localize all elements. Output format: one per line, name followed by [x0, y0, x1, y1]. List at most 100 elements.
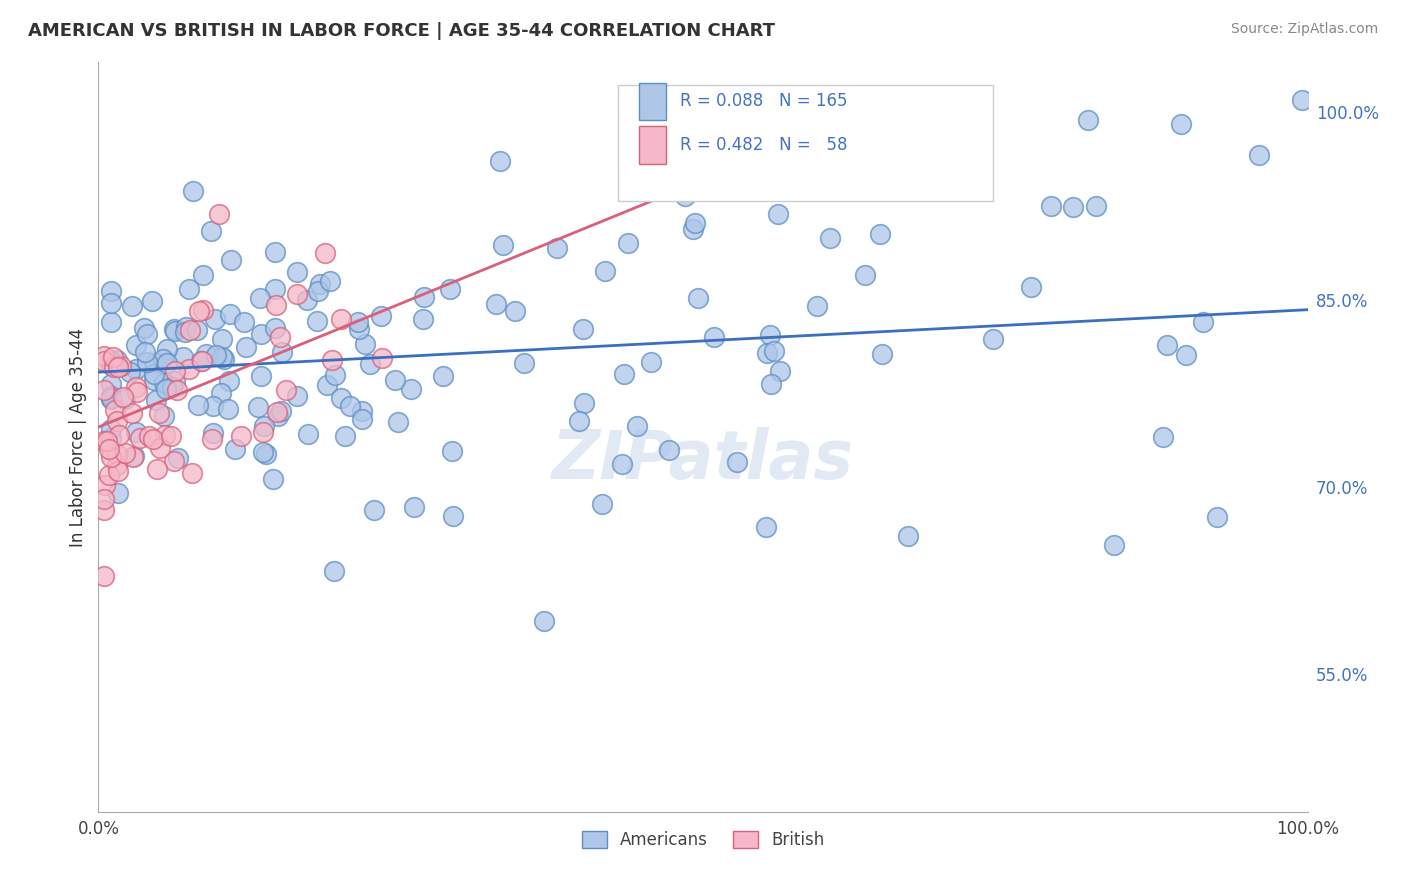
Point	[252, 425, 274, 440]
Point	[134, 321, 156, 335]
Y-axis label: In Labor Force | Age 35-44: In Labor Force | Age 35-44	[69, 327, 87, 547]
Point	[591, 497, 613, 511]
Point	[179, 323, 201, 337]
Point	[141, 294, 163, 309]
Point	[546, 241, 568, 255]
Point	[352, 404, 374, 418]
Point	[145, 392, 167, 407]
Point	[387, 415, 409, 429]
Point	[262, 472, 284, 486]
Point	[285, 389, 308, 403]
Point	[160, 380, 183, 394]
Point	[349, 322, 371, 336]
Point	[191, 268, 214, 282]
Point	[657, 443, 679, 458]
Point	[190, 353, 212, 368]
Point	[593, 264, 616, 278]
Point	[682, 221, 704, 235]
Point	[142, 372, 165, 386]
Point	[212, 351, 235, 366]
Point	[1077, 112, 1099, 127]
Point	[114, 392, 136, 406]
Point	[112, 390, 135, 404]
Point	[93, 350, 115, 364]
Point	[219, 252, 242, 267]
Point	[853, 268, 876, 283]
Point	[146, 462, 169, 476]
Point	[432, 369, 454, 384]
Point	[211, 350, 233, 364]
Point	[179, 281, 201, 295]
Point	[870, 347, 893, 361]
Point	[285, 265, 308, 279]
Point	[402, 500, 425, 514]
Point	[264, 321, 287, 335]
Point	[208, 207, 231, 221]
Point	[266, 298, 288, 312]
Point	[492, 237, 515, 252]
Point	[755, 520, 778, 534]
Point	[370, 309, 392, 323]
Point	[93, 478, 115, 492]
Point	[339, 399, 361, 413]
Point	[100, 357, 122, 371]
Point	[363, 503, 385, 517]
Point	[503, 304, 526, 318]
Point	[246, 400, 269, 414]
Point	[252, 444, 274, 458]
Point	[107, 464, 129, 478]
Point	[104, 402, 127, 417]
Point	[100, 358, 122, 372]
Point	[145, 356, 167, 370]
Point	[399, 383, 422, 397]
Point	[96, 434, 118, 448]
Point	[125, 385, 148, 400]
Point	[163, 454, 186, 468]
Point	[1156, 338, 1178, 352]
Point	[142, 432, 165, 446]
Point	[224, 442, 246, 456]
Point	[1039, 199, 1062, 213]
Point	[297, 427, 319, 442]
Point	[128, 431, 150, 445]
Point	[333, 429, 356, 443]
Point	[267, 409, 290, 423]
Point	[806, 299, 828, 313]
Point	[1104, 538, 1126, 552]
Text: Source: ZipAtlas.com: Source: ZipAtlas.com	[1230, 22, 1378, 37]
Point	[211, 332, 233, 346]
Point	[114, 446, 136, 460]
Point	[758, 328, 780, 343]
Point	[100, 284, 122, 298]
Point	[675, 188, 697, 202]
Point	[1174, 348, 1197, 362]
Point	[159, 428, 181, 442]
Point	[513, 356, 536, 370]
Point	[371, 351, 394, 366]
Point	[613, 368, 636, 382]
Point	[100, 450, 122, 465]
Point	[152, 351, 174, 366]
FancyBboxPatch shape	[619, 85, 993, 201]
Bar	[638, 126, 665, 163]
Point	[125, 425, 148, 440]
Point	[100, 354, 122, 368]
Point	[533, 614, 555, 628]
Point	[250, 369, 273, 384]
Point	[93, 502, 115, 516]
Point	[617, 235, 640, 250]
Point	[568, 414, 591, 428]
Point	[264, 244, 287, 259]
Point	[93, 383, 115, 397]
Point	[167, 450, 190, 465]
Point	[1021, 280, 1043, 294]
Point	[218, 375, 240, 389]
Point	[818, 231, 841, 245]
Point	[100, 392, 122, 406]
Point	[100, 377, 122, 392]
Point	[105, 458, 128, 472]
Point	[295, 293, 318, 307]
Point	[155, 382, 177, 396]
Point	[1085, 199, 1108, 213]
Point	[148, 406, 170, 420]
